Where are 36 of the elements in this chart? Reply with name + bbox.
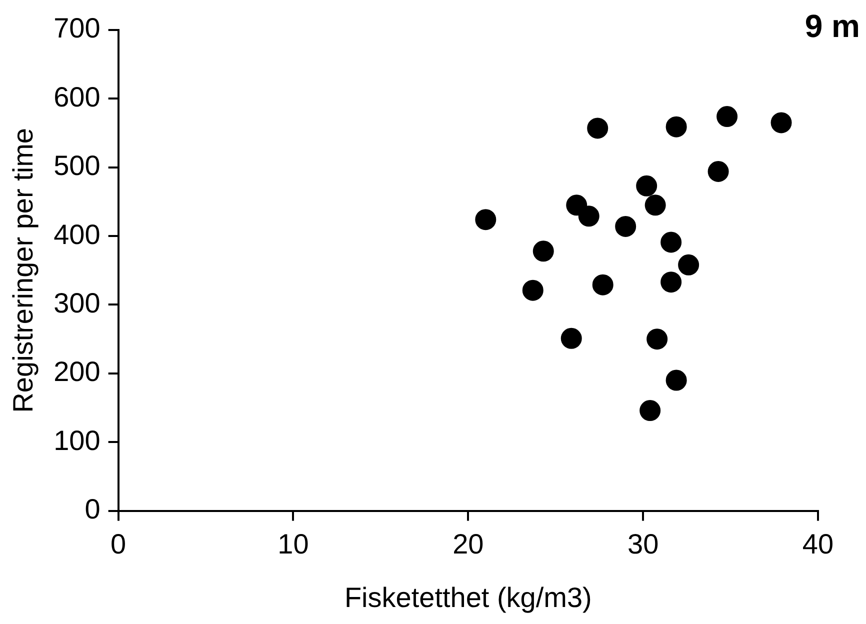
chart-title: 9 m bbox=[804, 8, 860, 45]
point bbox=[615, 216, 636, 237]
point bbox=[646, 328, 668, 350]
x-axis-title: Fisketetthet (kg/m3) bbox=[344, 582, 592, 613]
x-tick-label: 30 bbox=[628, 528, 659, 560]
x-tick-label: 10 bbox=[278, 528, 309, 560]
point bbox=[708, 160, 729, 182]
point bbox=[640, 400, 661, 422]
y-axis-title: Registreringer per time bbox=[8, 128, 39, 413]
x-tick-label: 40 bbox=[802, 528, 834, 560]
y-tick-label: 400 bbox=[54, 218, 100, 250]
y-tick-label: 500 bbox=[54, 150, 100, 182]
point bbox=[644, 194, 666, 216]
point bbox=[578, 206, 600, 227]
y-tick-label: 0 bbox=[84, 494, 100, 525]
y-tick-label: 100 bbox=[54, 424, 100, 456]
y-tick-label: 700 bbox=[54, 12, 100, 44]
point bbox=[592, 274, 614, 296]
point bbox=[475, 209, 496, 230]
point bbox=[660, 272, 682, 293]
point bbox=[522, 280, 544, 301]
x-tick-label: 20 bbox=[452, 528, 484, 560]
point bbox=[560, 328, 582, 349]
y-tick-label: 600 bbox=[54, 81, 100, 112]
point bbox=[660, 232, 682, 253]
x-tick-label: 0 bbox=[110, 528, 126, 560]
point bbox=[666, 370, 687, 391]
point bbox=[636, 175, 658, 196]
point bbox=[587, 118, 608, 139]
point bbox=[716, 106, 738, 128]
point bbox=[532, 240, 554, 262]
y-tick-label: 300 bbox=[54, 287, 100, 318]
point bbox=[666, 116, 687, 138]
point bbox=[678, 254, 700, 276]
point bbox=[770, 112, 792, 134]
y-tick-label: 200 bbox=[54, 356, 100, 388]
